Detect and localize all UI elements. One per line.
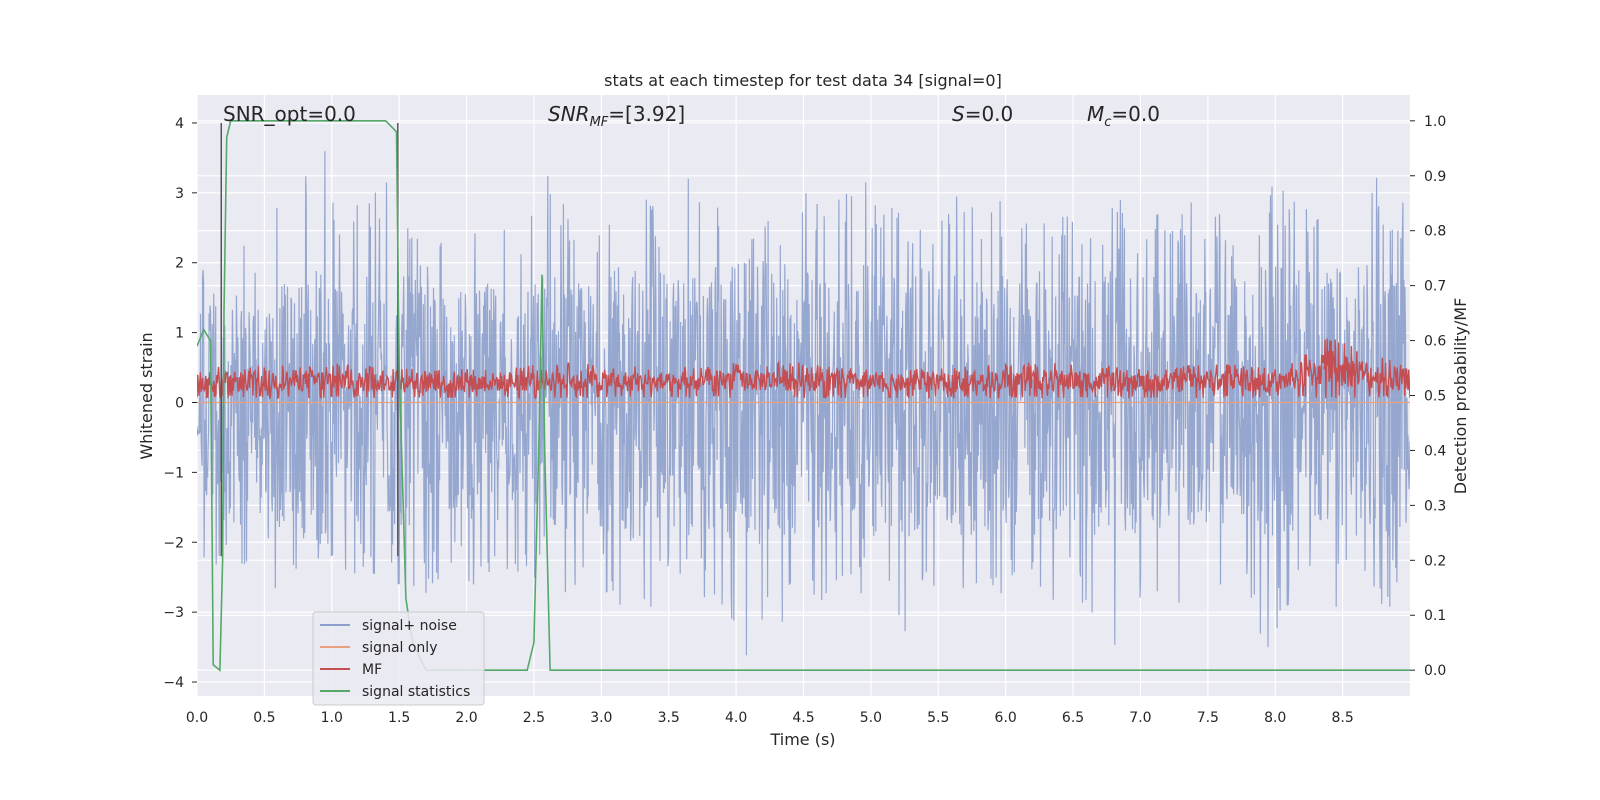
legend-frame (312, 611, 485, 706)
x-tick-label: 3.5 (658, 710, 680, 726)
y-tick-label: 0 (175, 395, 184, 411)
annotation-s: S=0.0 (952, 102, 1013, 126)
y2-tick-label: 1.0 (1424, 114, 1446, 130)
y-axis-label: Whitened strain (137, 332, 156, 459)
y2-tick-label: 0.7 (1424, 279, 1446, 295)
x-tick-label: 0.5 (253, 710, 275, 726)
x-tick-label: 7.5 (1197, 710, 1219, 726)
annotation-mc-value: =0.0 (1111, 102, 1160, 126)
series-signal-noise-line (197, 151, 1410, 656)
x-axis-label: Time (s) (769, 730, 835, 749)
y2-tick-label: 0.0 (1424, 663, 1446, 679)
chart-title: stats at each timestep for test data 34 … (604, 71, 1002, 90)
annotation-mc: Mc=0.0 (1087, 102, 1160, 130)
x-tick-label: 4.0 (725, 710, 747, 726)
annotation-s-symbol: S (952, 102, 965, 126)
x-tick-label: 6.0 (995, 710, 1017, 726)
y2-tick-label: 0.1 (1424, 608, 1446, 624)
x-tick-label: 3.0 (590, 710, 612, 726)
y2-axis-label: Detection probability/MF (1451, 298, 1470, 495)
y2-tick-label: 0.4 (1424, 443, 1446, 459)
x-tick-label: 5.0 (860, 710, 882, 726)
series-signal-statistics-line (197, 120, 1410, 672)
x-tick-labels: 0.0 0.5 1.0 1.5 2.0 2.5 3.0 3.5 4.0 4.5 5.0 5.5 6.0 6… (186, 710, 1354, 726)
y-tick-label: 1 (175, 326, 184, 342)
x-tick-label: 6.5 (1062, 710, 1084, 726)
x-tick-label: 5.5 (927, 710, 949, 726)
y-tick-label: −4 (163, 675, 184, 691)
annotation-snr-mf-subscript: MF (590, 115, 609, 130)
x-tick-label: 8.0 (1264, 710, 1286, 726)
legend-entry-label: signal statistics (362, 684, 470, 700)
y-tick-label: 4 (175, 116, 184, 132)
annotation-s-value: =0.0 (965, 102, 1014, 126)
x-tick-label: 7.0 (1129, 710, 1151, 726)
x-tick-label: 2.5 (523, 710, 545, 726)
y2-tick-label: 0.9 (1424, 169, 1446, 185)
legend: signal+ noise signal only MF signal statist… (312, 611, 485, 706)
x-tick-label: 0.0 (186, 710, 208, 726)
x-tick-label: 1.0 (321, 710, 343, 726)
y2-tick-label: 0.3 (1424, 498, 1446, 514)
x-tick-label: 4.5 (792, 710, 814, 726)
y2-tick-label: 0.8 (1424, 224, 1446, 240)
legend-entry-label: MF (362, 662, 382, 678)
series-group (197, 120, 1410, 672)
x-tick-label: 2.0 (455, 710, 477, 726)
y-tick-label: −1 (163, 465, 184, 481)
y2-tick-label: 0.2 (1424, 553, 1446, 569)
y2-tick-label: 0.5 (1424, 389, 1446, 405)
x-tick-label: 1.5 (388, 710, 410, 726)
annotation-snr-mf-symbol: SNR (548, 102, 590, 126)
annotation-snr-mf: SNRMF=[3.92] (548, 102, 685, 130)
series-layer (197, 120, 1410, 672)
y2-tick-labels: 0.0 0.1 0.2 0.3 0.4 0.5 0.6 0.7 0.8 0.9 1.0 (1410, 114, 1446, 679)
y2-tick-label: 0.6 (1424, 334, 1446, 350)
annotation-mc-subscript: c (1104, 115, 1111, 130)
annotation-snr-mf-value: =[3.92] (608, 102, 685, 126)
legend-entry-label: signal only (362, 640, 437, 656)
y-tick-label: 2 (175, 256, 184, 272)
y-tick-label: 3 (175, 186, 184, 202)
annotation-mc-symbol: M (1087, 102, 1104, 126)
y-tick-label: −3 (163, 605, 184, 621)
y-tick-labels: −4 −3 −2 −1 0 1 2 3 4 (163, 116, 197, 691)
annotation-snr-opt: SNR_opt=0.0 (223, 102, 356, 126)
x-tick-label: 8.5 (1331, 710, 1353, 726)
y-tick-label: −2 (163, 535, 184, 551)
legend-entry-label: signal+ noise (362, 618, 457, 634)
